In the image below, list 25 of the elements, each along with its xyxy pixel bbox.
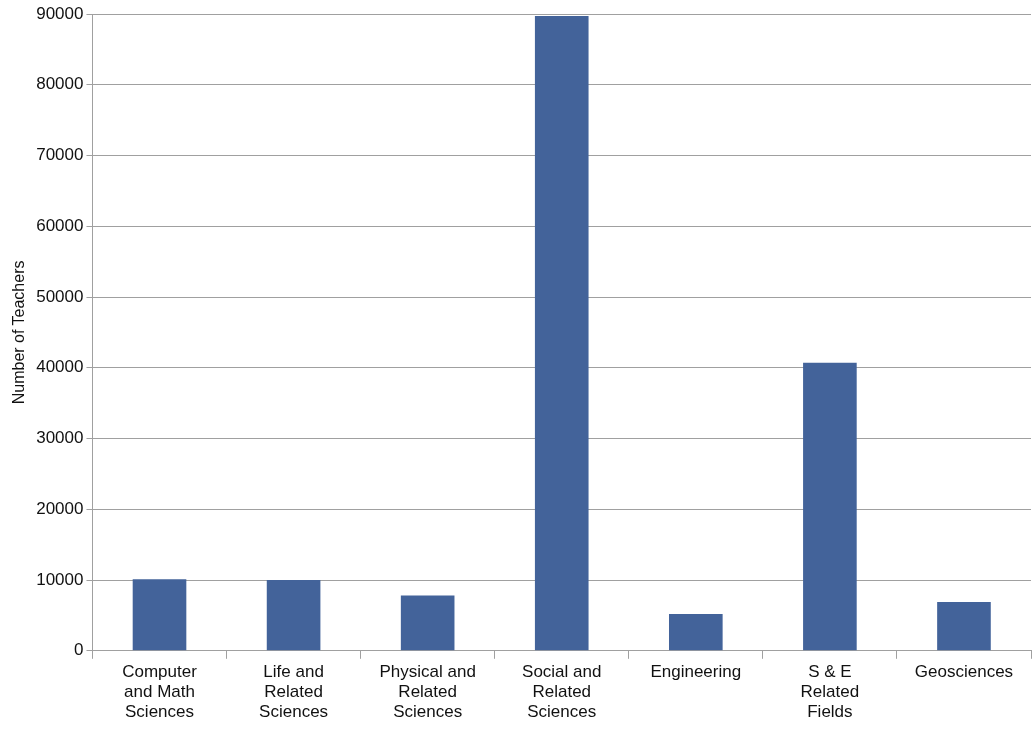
y-tick-label: 70000 <box>36 145 84 165</box>
bar <box>132 579 187 651</box>
y-tick-label: 90000 <box>36 3 84 23</box>
y-tick-label: 30000 <box>36 428 84 448</box>
y-tick-label: 20000 <box>36 498 84 518</box>
y-tick-label: 50000 <box>36 286 84 306</box>
bar <box>937 601 991 651</box>
x-tick-label: S & E Related Fields <box>800 661 860 722</box>
bar <box>534 16 589 651</box>
bar <box>400 595 455 651</box>
y-tick-label: 0 <box>74 640 84 660</box>
bar <box>669 614 723 651</box>
x-tick-label: Computer and Math Sciences <box>122 661 198 722</box>
x-tick-label: Social and Related Sciences <box>522 661 602 722</box>
y-tick-label: 60000 <box>36 215 84 235</box>
y-tick-label: 40000 <box>36 357 84 377</box>
x-tick-label: Life and Related Sciences <box>259 661 329 722</box>
y-axis-title: Number of Teachers <box>10 260 28 405</box>
y-tick-label: 10000 <box>36 569 84 589</box>
y-tick-label: 80000 <box>36 74 84 94</box>
x-tick-label: Geosciences <box>914 661 1014 681</box>
x-tick-label: Engineering <box>650 661 742 681</box>
bar <box>803 362 857 651</box>
x-tick-label: Physical and Related Sciences <box>379 661 476 722</box>
bar <box>266 580 321 651</box>
